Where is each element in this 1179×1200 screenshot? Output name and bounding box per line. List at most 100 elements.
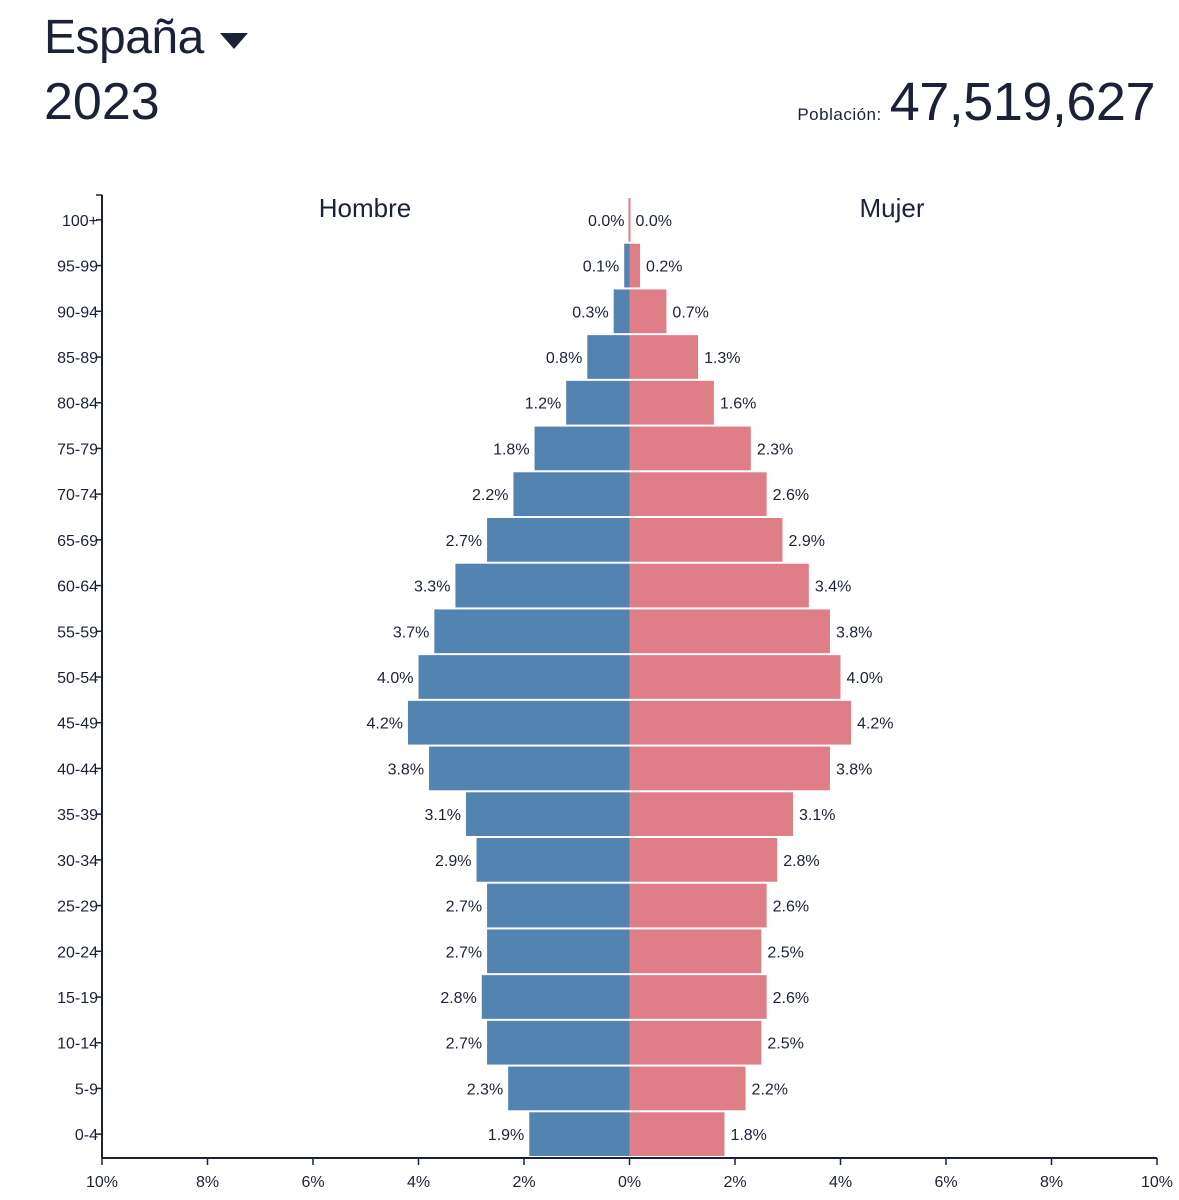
data-label-female: 2.2% [752,1081,788,1098]
bar-female [629,426,751,471]
series-label-female: Mujer [859,193,924,223]
bar-male [508,1066,630,1111]
data-label-male: 3.7% [393,624,429,641]
y-tick-label: 15-19 [57,990,98,1007]
data-label-female: 2.8% [783,853,819,870]
bar-male [418,655,630,699]
data-label-female: 3.1% [799,807,835,824]
bar-female [629,1112,725,1156]
y-tick-label: 85-89 [57,350,98,367]
x-tick-label: 2% [723,1174,746,1191]
x-tick-label: 4% [829,1174,852,1191]
bar-female [629,1020,762,1065]
data-label-male: 1.9% [488,1127,524,1144]
data-label-female: 2.3% [757,441,793,458]
bar-male [487,1020,630,1065]
data-label-male: 1.8% [493,441,529,458]
bar-male [476,838,630,882]
y-tick-label: 80-84 [57,396,98,413]
data-label-male: 3.8% [388,761,424,778]
bar-male [613,289,630,334]
y-tick-label: 55-59 [57,624,98,641]
bar-female [629,883,767,928]
bar-female [629,746,830,791]
bar-female [629,335,699,379]
bar-female [629,700,852,745]
y-tick-label: 75-79 [57,441,98,458]
data-label-female: 4.2% [857,716,893,733]
country-selector[interactable]: España [44,10,248,66]
header: España 2023 Población: 47,519,627 [0,0,1179,150]
data-label-female: 2.9% [788,533,824,550]
bar-female [629,609,830,654]
bar-female [629,792,794,836]
y-tick-label: 95-99 [57,259,98,276]
data-label-female: 1.3% [704,350,740,367]
y-tick-label: 45-49 [57,716,98,733]
data-label-male: 0.1% [583,259,619,276]
y-tick-label: 65-69 [57,533,98,550]
data-label-female: 1.6% [720,396,756,413]
bar-female [629,243,641,288]
x-tick-label: 8% [1040,1174,1063,1191]
data-label-male: 0.3% [572,304,608,321]
bar-zero [628,198,631,242]
data-label-male: 0.8% [546,350,582,367]
bar-male [429,746,630,791]
y-tick-label: 50-54 [57,670,98,687]
bar-female [629,380,714,425]
data-label-female: 1.8% [730,1127,766,1144]
bar-female [629,472,767,516]
data-label-female: 4.0% [847,670,883,687]
y-tick-label: 100+ [62,213,98,230]
x-tick-label: 10% [86,1174,118,1191]
y-tick-label: 35-39 [57,807,98,824]
bar-female [629,838,778,882]
data-label-female: 0.2% [646,259,682,276]
x-tick-label: 6% [301,1174,324,1191]
data-label-female: 2.6% [773,899,809,916]
bar-male [624,243,630,288]
data-label-female: 2.6% [773,487,809,504]
bar-female [629,518,783,562]
data-label-male: 3.3% [414,579,450,596]
data-label-male: 2.3% [467,1081,503,1098]
data-label-male: 2.8% [440,990,476,1007]
country-name: España [44,11,204,64]
data-label-male: 1.2% [525,396,561,413]
data-label-female: 2.6% [773,990,809,1007]
x-tick-label: 8% [196,1174,219,1191]
bar-female [629,655,841,699]
y-tick-label: 25-29 [57,899,98,916]
bar-male [587,335,630,379]
bar-male [455,563,630,608]
bar-female [629,929,762,974]
data-label-male: 0.0% [588,213,624,230]
data-label-female: 2.5% [767,1036,803,1053]
bar-male [481,975,630,1019]
data-label-male: 4.2% [366,716,402,733]
y-tick-label: 0-4 [75,1127,98,1144]
data-label-male: 3.1% [425,807,461,824]
bar-female [629,289,667,334]
data-label-female: 3.4% [815,579,851,596]
bar-male [487,518,630,562]
bar-male [534,426,630,471]
data-label-female: 0.0% [636,213,672,230]
y-tick-label: 40-44 [57,761,98,778]
y-tick-label: 10-14 [57,1036,98,1053]
data-label-male: 4.0% [377,670,413,687]
data-label-male: 2.7% [446,533,482,550]
caret-down-icon [219,33,248,49]
series-label-male: Hombre [319,193,411,223]
population-label: Población: [797,105,882,124]
bar-male [487,883,630,928]
data-label-female: 3.8% [836,624,872,641]
x-tick-label: 10% [1141,1174,1173,1191]
y-tick-label: 20-24 [57,944,98,961]
y-tick-label: 90-94 [57,304,98,321]
y-tick-label: 60-64 [57,579,98,596]
data-label-female: 2.5% [767,944,803,961]
y-tick-label: 5-9 [75,1081,98,1098]
